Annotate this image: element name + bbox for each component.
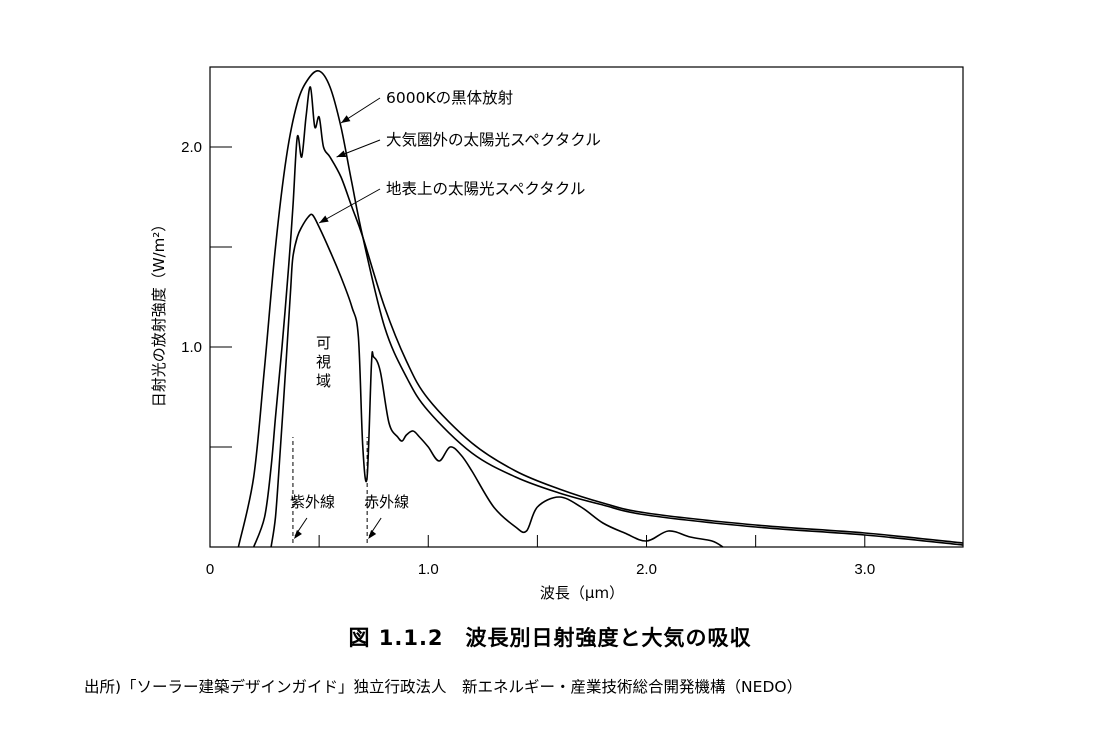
region-pointer-arrowhead xyxy=(293,530,302,539)
axis-ticks: 0 1.0 2.0 3.0 1.0 2.0 xyxy=(181,139,875,578)
y-tick-label: 2.0 xyxy=(181,139,202,156)
x-tick-label: 3.0 xyxy=(854,561,875,578)
chart: 0 1.0 2.0 3.0 1.0 2.0 紫外線 赤外線 可視域 6000Kの黒体放射大気圏… xyxy=(150,66,964,602)
ground-spectrum-curve xyxy=(270,213,724,548)
y-tick-label: 1.0 xyxy=(181,339,202,356)
visible-range-label-char: 視 xyxy=(316,353,331,371)
plot-frame xyxy=(209,66,964,548)
annotation-extraterrestrial: 大気圏外の太陽光スペクタクル xyxy=(386,131,601,149)
extraterrestrial-spectrum-curve xyxy=(252,86,964,548)
annotation-arrowhead xyxy=(319,215,329,223)
annotation-arrowhead xyxy=(336,150,347,157)
region-pointer-arrowhead xyxy=(368,530,377,539)
source-note: 出所)「ソーラー建築デザインガイド」独立行政法人 新エネルギー・産業技術総合開発… xyxy=(84,678,803,696)
x-tick-label: 2.0 xyxy=(636,561,657,578)
x-tick-label: 0 xyxy=(206,561,214,578)
figure-caption: 図 1.1.2 波長別日射強度と大気の吸収 xyxy=(348,626,752,650)
infrared-label: 赤外線 xyxy=(364,493,409,511)
x-axis-label: 波長（μm） xyxy=(540,584,624,602)
x-tick-label: 1.0 xyxy=(418,561,439,578)
series-group xyxy=(237,69,964,548)
annotation-blackbody: 6000Kの黒体放射 xyxy=(386,89,513,107)
visible-range-label-char: 域 xyxy=(316,372,331,390)
annotation-arrowhead xyxy=(340,115,351,123)
visible-range-label-char: 可 xyxy=(316,334,331,352)
annotation-ground: 地表上の太陽光スペクタクル xyxy=(386,180,585,198)
annotation-leader-line xyxy=(318,188,381,224)
y-axis-label: 日射光の放射強度（W/m²） xyxy=(150,217,168,408)
ultraviolet-label: 紫外線 xyxy=(290,493,335,511)
region-markers: 紫外線 赤外線 可視域 xyxy=(290,334,409,543)
